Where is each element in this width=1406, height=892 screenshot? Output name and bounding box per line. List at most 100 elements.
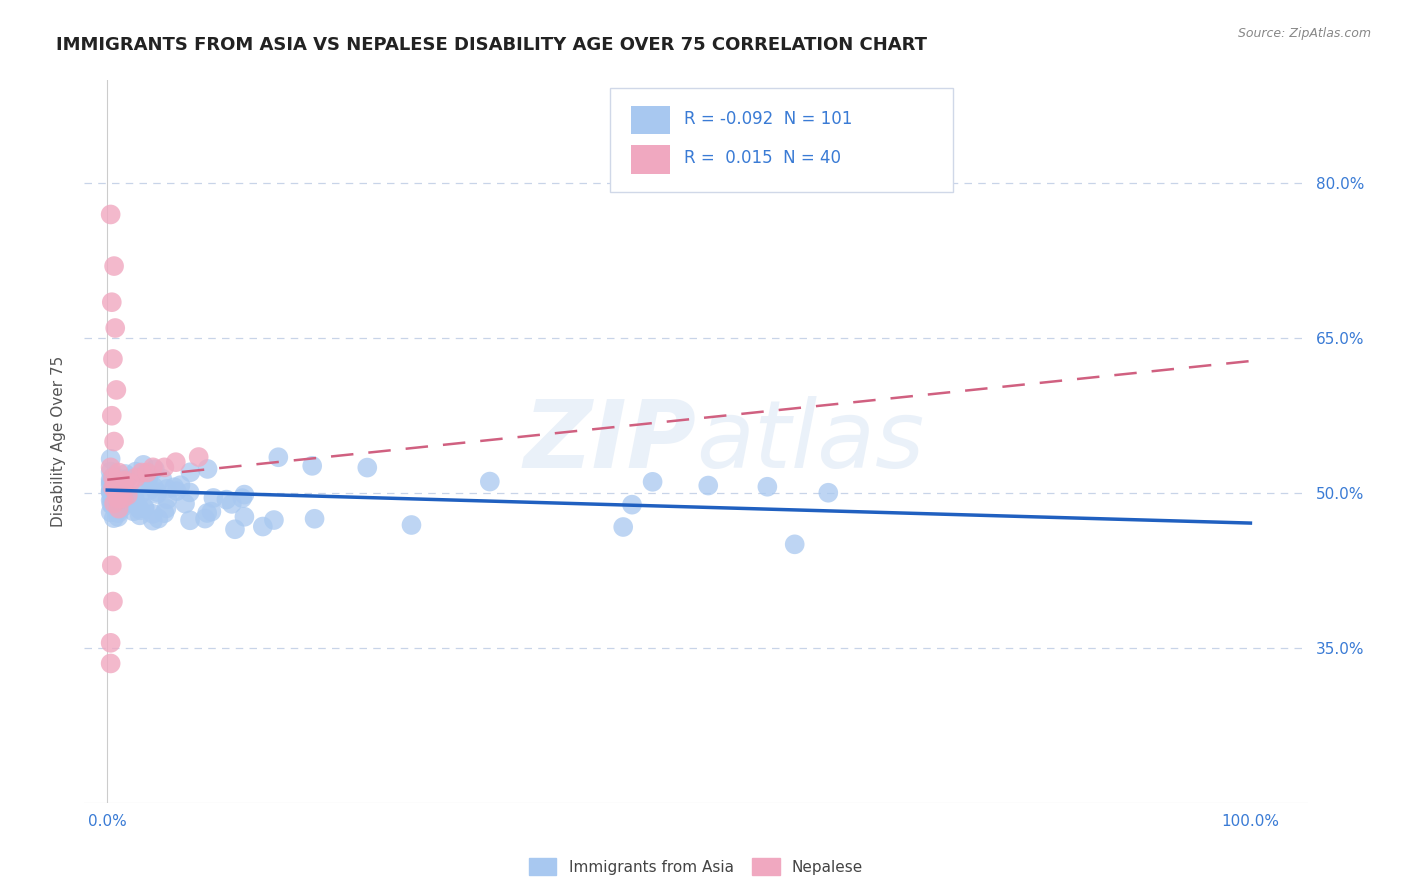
Point	[221, 497, 243, 511]
Point	[104, 483, 127, 498]
Point	[100, 478, 122, 492]
Point	[122, 491, 145, 505]
Point	[100, 460, 122, 475]
Text: atlas: atlas	[696, 396, 924, 487]
Point	[478, 475, 501, 489]
Point	[356, 460, 378, 475]
Point	[125, 471, 148, 485]
Point	[783, 537, 806, 551]
Point	[104, 475, 127, 490]
Point	[100, 498, 122, 512]
Point	[105, 383, 128, 397]
Point	[101, 295, 124, 310]
Point	[110, 481, 132, 495]
Point	[179, 513, 201, 527]
Point	[111, 481, 134, 495]
Point	[224, 522, 246, 536]
Point	[101, 351, 124, 366]
Point	[142, 480, 165, 494]
Point	[100, 465, 122, 479]
Point	[697, 478, 720, 492]
Point	[301, 458, 323, 473]
Point	[267, 450, 290, 465]
Point	[105, 484, 128, 499]
Point	[142, 460, 165, 475]
Point	[104, 475, 127, 490]
Point	[139, 483, 162, 497]
Point	[100, 491, 122, 505]
Point	[202, 491, 225, 505]
Point	[150, 472, 173, 486]
Point	[100, 505, 122, 519]
Point	[134, 501, 156, 516]
Point	[231, 491, 253, 505]
Point	[134, 500, 156, 515]
Point	[120, 475, 142, 490]
Point	[107, 481, 129, 495]
Point	[107, 486, 129, 500]
Point	[136, 472, 159, 486]
Point	[111, 500, 134, 515]
Point	[101, 498, 124, 512]
Bar	[631, 145, 671, 174]
Text: R = -0.092  N = 101: R = -0.092 N = 101	[683, 110, 852, 128]
Point	[100, 485, 122, 500]
Point	[107, 466, 129, 480]
Point	[103, 496, 125, 510]
Point	[146, 487, 169, 501]
Point	[169, 478, 191, 492]
Point	[101, 481, 124, 495]
Point	[112, 474, 135, 488]
Point	[136, 466, 159, 480]
Point	[215, 492, 238, 507]
Point	[155, 501, 177, 516]
Point	[107, 491, 129, 505]
Point	[166, 484, 188, 499]
Point	[197, 462, 219, 476]
Point	[100, 207, 122, 221]
Point	[110, 478, 132, 492]
Point	[142, 514, 165, 528]
Point	[252, 519, 274, 533]
Point	[179, 465, 201, 479]
Point	[174, 497, 197, 511]
Point	[142, 507, 165, 521]
Point	[612, 520, 634, 534]
Y-axis label: Disability Age Over 75: Disability Age Over 75	[51, 356, 66, 527]
Point	[114, 488, 136, 502]
Point	[122, 504, 145, 518]
Point	[401, 518, 423, 533]
Point	[132, 458, 155, 472]
Point	[817, 485, 839, 500]
Point	[101, 409, 124, 423]
Point	[101, 558, 124, 573]
Point	[128, 508, 150, 523]
Point	[143, 462, 166, 476]
Point	[101, 471, 124, 485]
Point	[103, 434, 125, 449]
Point	[156, 492, 179, 507]
Point	[100, 475, 122, 490]
Point	[136, 477, 159, 491]
Point	[200, 505, 222, 519]
Point	[163, 480, 186, 494]
Text: ZIP: ZIP	[523, 395, 696, 488]
Point	[101, 491, 124, 506]
Point	[101, 594, 124, 608]
Point	[105, 489, 128, 503]
Point	[195, 506, 218, 520]
Point	[101, 484, 124, 499]
Point	[621, 498, 644, 512]
Point	[103, 470, 125, 484]
Point	[165, 455, 187, 469]
Point	[153, 506, 176, 520]
Point	[146, 485, 169, 500]
Point	[105, 486, 128, 500]
Point	[128, 501, 150, 516]
Point	[179, 485, 201, 500]
Point	[131, 466, 153, 480]
Point	[100, 636, 122, 650]
Point	[641, 475, 664, 489]
Point	[103, 511, 125, 525]
Point	[124, 492, 146, 507]
